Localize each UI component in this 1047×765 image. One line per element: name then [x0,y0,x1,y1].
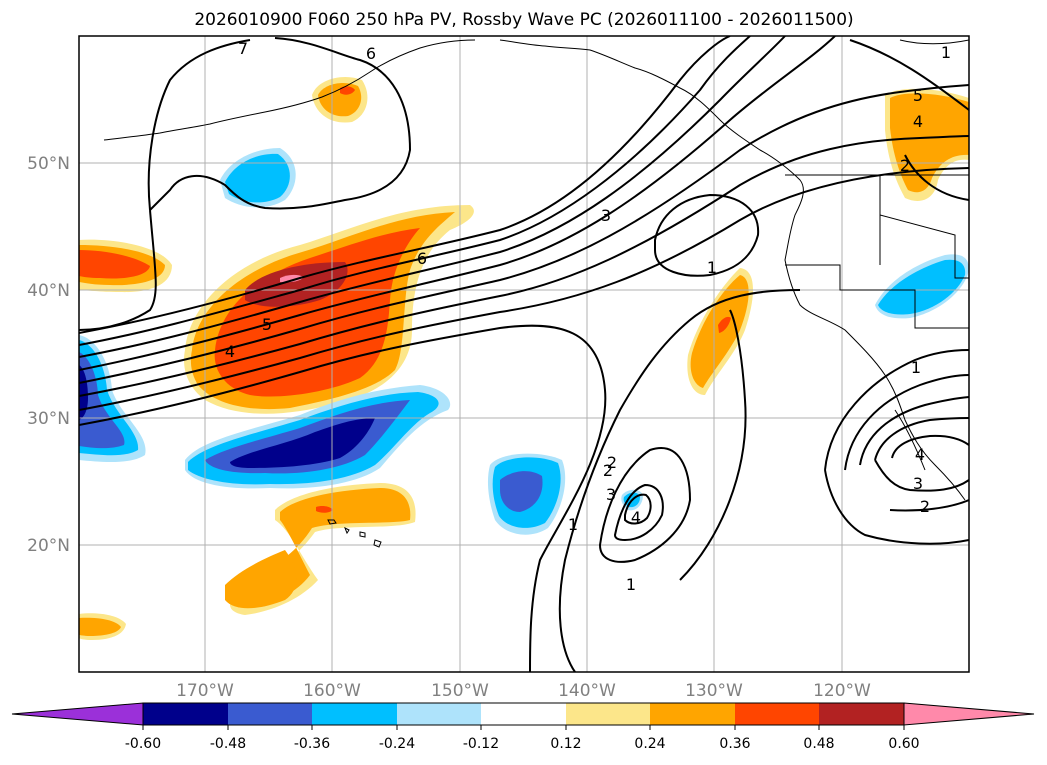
contour-label: 3 [913,474,923,493]
lon-label: 140°W [558,681,616,701]
lat-label: 20°N [27,536,70,556]
contour-label: 6 [366,44,376,63]
contour-label: 2 [920,497,930,516]
pv-contours [79,36,969,672]
contour-label: 5 [262,315,272,334]
colorbar-segment [819,703,904,725]
colorbar-tick-label: 0.24 [634,736,665,752]
lon-label: 170°W [176,681,234,701]
colorbar-extend-high [903,702,1035,726]
contour-label: 1 [707,258,717,277]
pv-positive-60 [280,274,304,283]
colorbar-tick-label: -0.60 [125,736,161,752]
latitude-labels: 50°N 40°N 30°N 20°N [27,154,70,556]
contour-label: 5 [913,86,923,105]
colorbar-segment [650,703,735,725]
map-frame [78,35,970,673]
colorbar-tick-label: 0.12 [550,736,581,752]
colorbar-tick-label: -0.24 [379,736,415,752]
lon-label: 120°W [813,681,871,701]
map-area: 7 6 6 5 4 3 2 1 1 2 3 4 1 1 5 4 2 1 2 3 … [79,36,969,672]
lat-label: 30°N [27,409,70,429]
colorbar-tick-label: -0.36 [294,736,330,752]
contour-labels: 7 6 6 5 4 3 2 1 1 2 3 4 1 1 5 4 2 1 2 3 … [225,39,951,594]
contour-label: 2 [603,461,613,480]
lat-label: 40°N [27,281,70,301]
colorbar-segment [143,703,228,725]
colorbar-tick-label: 0.60 [888,736,919,752]
contour-label: 4 [913,112,923,131]
colorbar-segment [397,703,481,725]
colorbar-segment [228,703,312,725]
colorbar-segment [735,703,819,725]
longitude-labels: 170°W 160°W 150°W 140°W 130°W 120°W [176,681,871,701]
lat-label: 50°N [27,154,70,174]
coastlines [103,39,969,548]
contour-label: 3 [606,485,616,504]
contour-label: 4 [225,342,235,361]
pv-negative-48 [230,418,375,468]
map-title: 2026010900 F060 250 hPa PV, Rossby Wave … [194,10,853,30]
contour-label: 3 [601,206,611,225]
contour-label: 1 [941,43,951,62]
colorbar-tick-label: -0.48 [210,736,246,752]
contour-label: 2 [900,156,910,175]
contour-label: 4 [631,508,641,527]
contour-label: 7 [238,39,248,58]
contour-label: 2 [607,453,617,472]
lon-label: 130°W [685,681,743,701]
colorbar-segment [481,703,566,725]
colorbar-tick-label: 0.48 [803,736,834,752]
colorbar-tick-label: 0.36 [719,736,750,752]
contour-label: 1 [626,575,636,594]
pv-anomaly-fill [79,76,969,640]
lon-label: 160°W [303,681,361,701]
colorbar: -0.60 -0.48 -0.36 -0.24 -0.12 0.12 0.24 … [11,702,1035,752]
colorbar-extend-low [11,702,144,726]
contour-label: 1 [911,358,921,377]
colorbar-segment [312,703,397,725]
colorbar-segment [566,703,650,725]
contour-label: 1 [568,515,578,534]
lon-label: 150°W [431,681,489,701]
contour-label: 6 [417,249,427,268]
colorbar-tick-label: -0.12 [463,736,499,752]
contour-label: 4 [915,445,925,464]
